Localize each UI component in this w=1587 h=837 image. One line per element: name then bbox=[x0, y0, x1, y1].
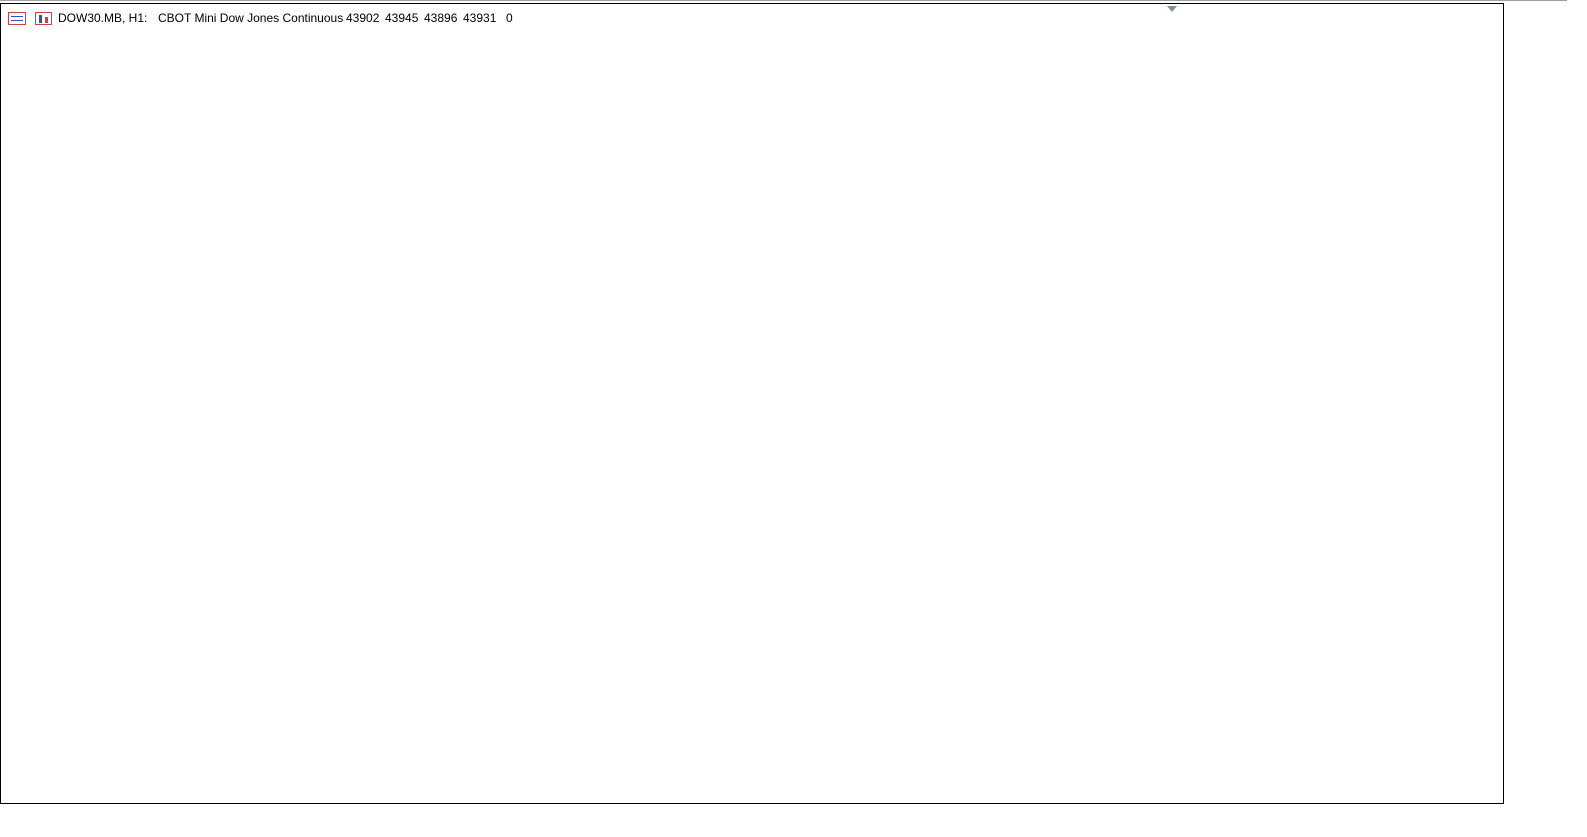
icon bbox=[45, 17, 48, 23]
header-open: 43902 bbox=[346, 11, 380, 25]
description: CBOT Mini Dow Jones Continuous bbox=[158, 11, 343, 25]
icon bbox=[35, 12, 52, 25]
header-low: 43896 bbox=[424, 11, 458, 25]
icon bbox=[39, 15, 42, 23]
icon bbox=[8, 12, 26, 25]
header-high: 43945 bbox=[385, 11, 419, 25]
plot-frame bbox=[0, 3, 1504, 804]
shift-marker bbox=[1167, 6, 1177, 12]
header-volume: 0 bbox=[506, 11, 513, 25]
header-close: 43931 bbox=[463, 11, 497, 25]
header: DOW30.MB, H1: CBOT Mini Dow Jones Contin… bbox=[58, 11, 513, 25]
symbol: DOW30.MB, H1: bbox=[58, 11, 147, 25]
header-icons bbox=[8, 12, 52, 25]
